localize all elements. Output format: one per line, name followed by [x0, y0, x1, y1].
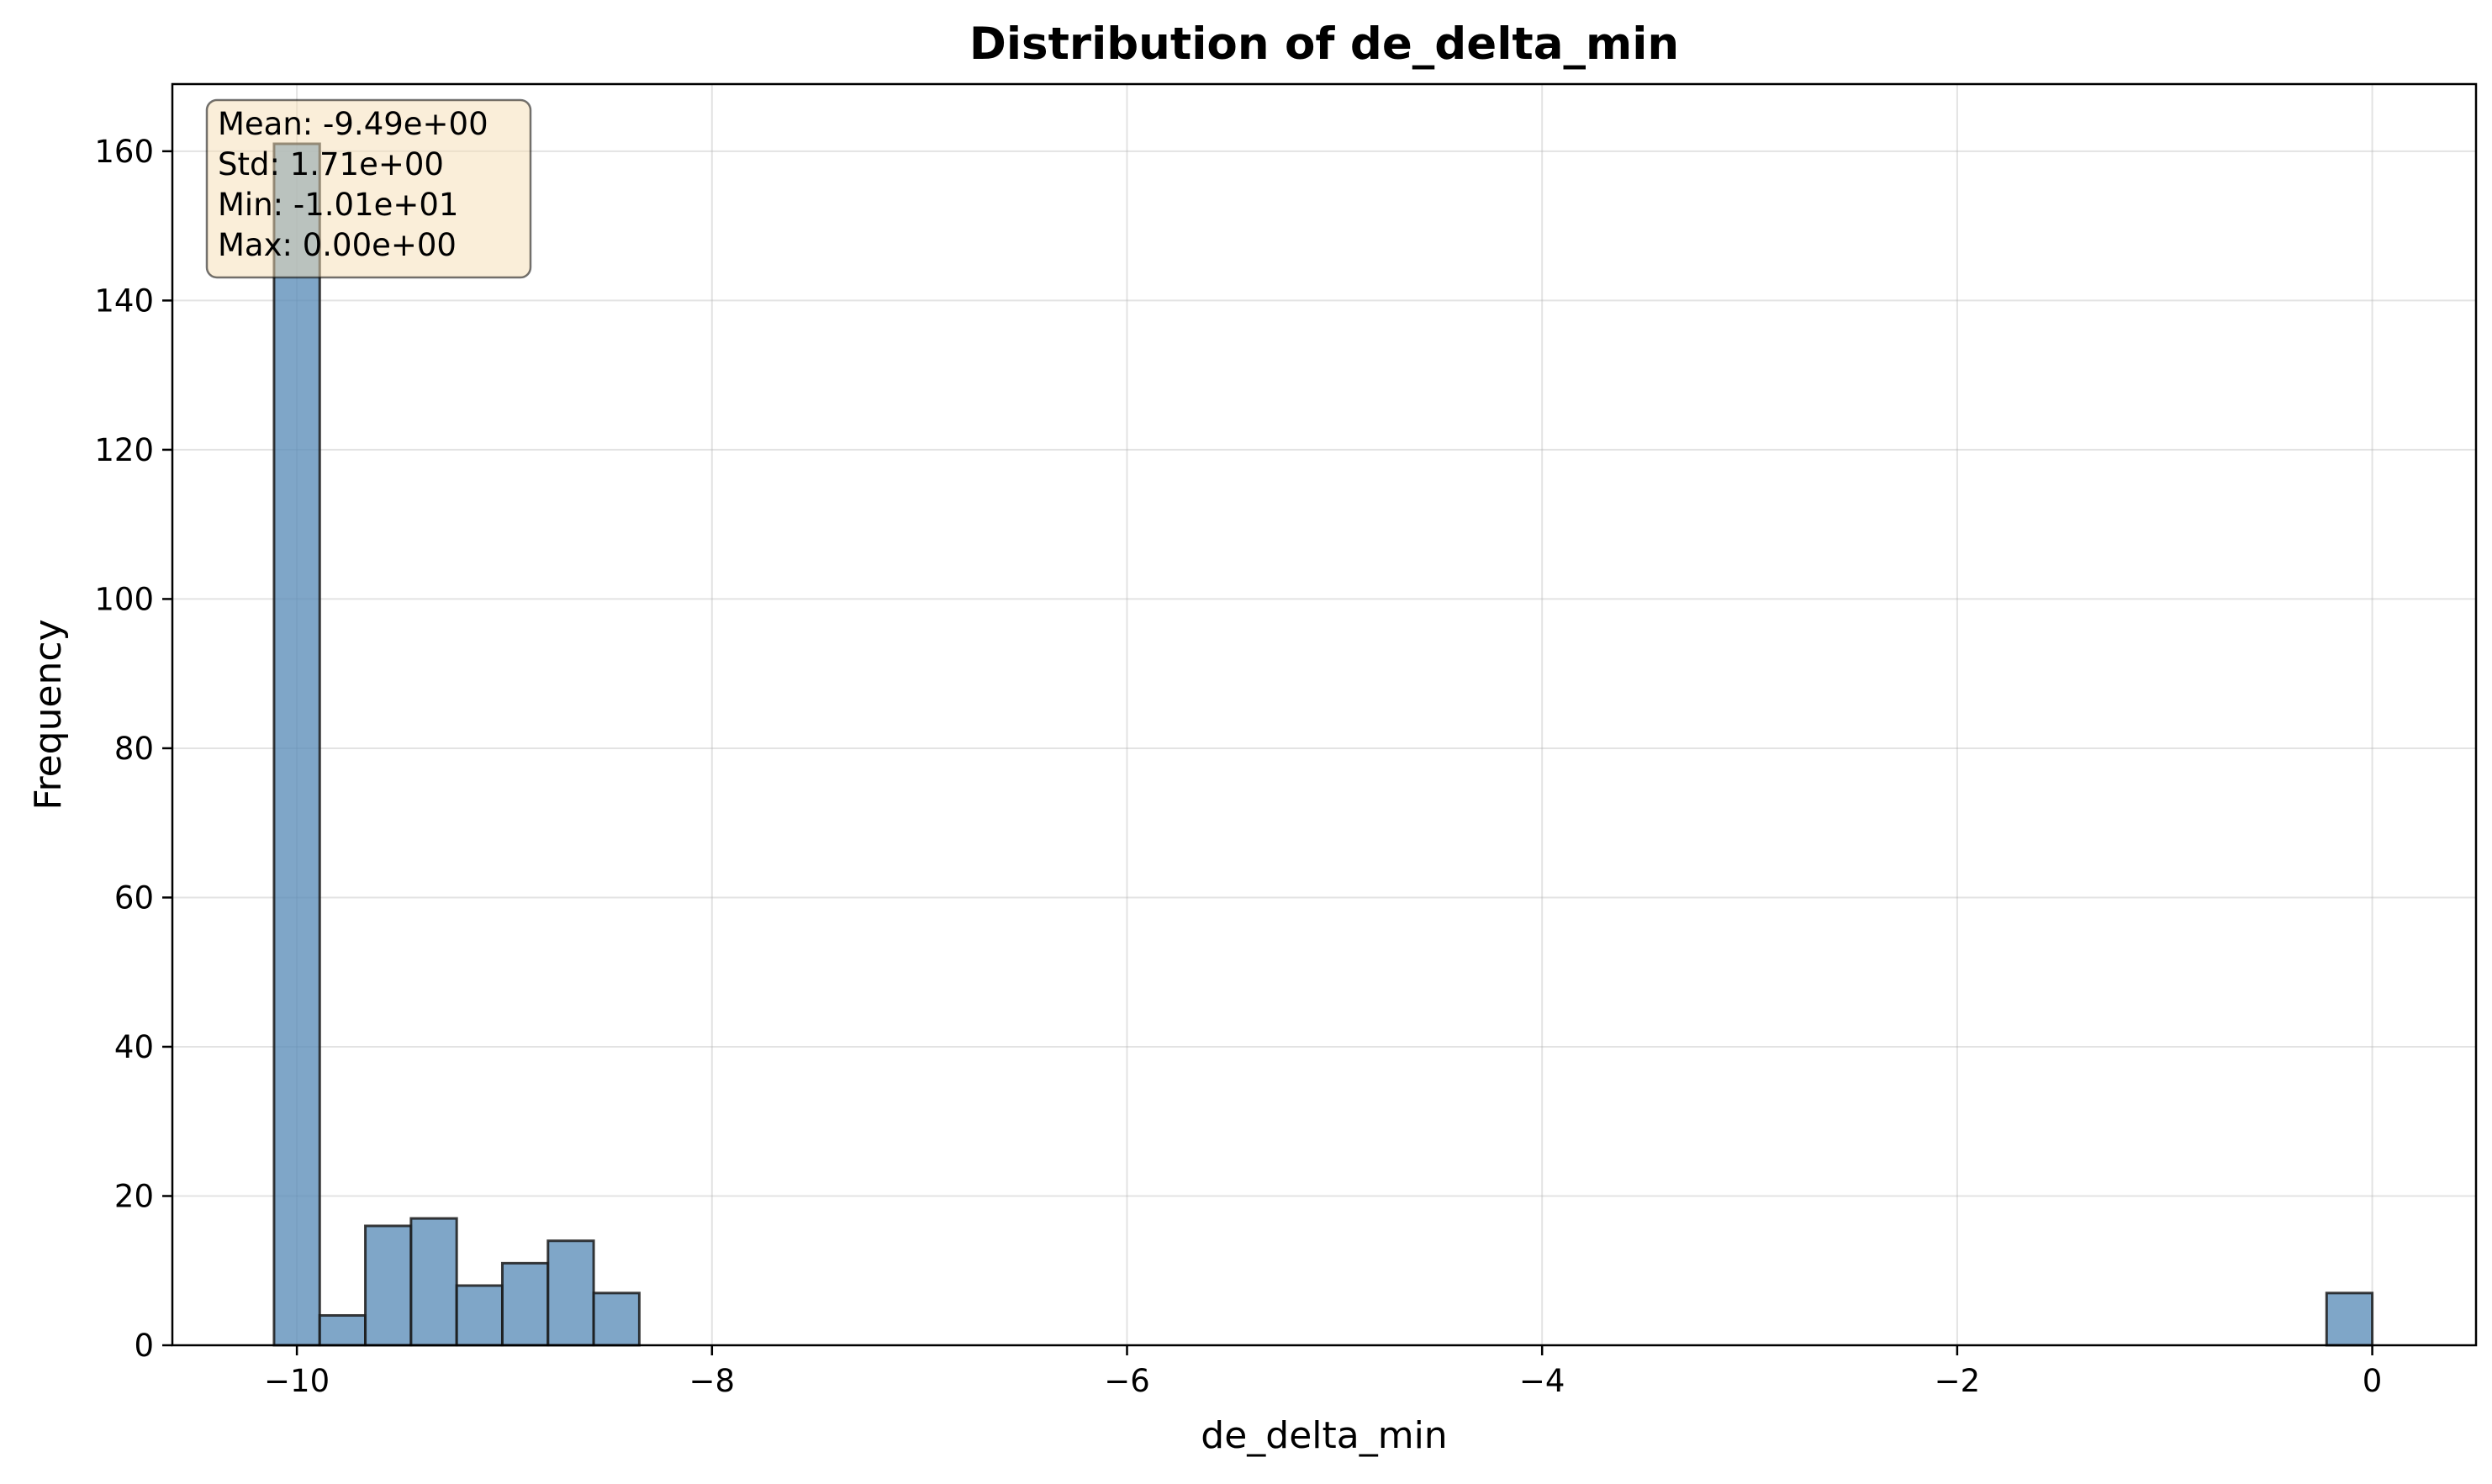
x-tick-label: −10 — [264, 1363, 330, 1399]
histogram-bar — [409, 1217, 458, 1347]
stats-mean: Mean: -9.49e+00 — [218, 106, 488, 142]
x-tick-label: −6 — [1104, 1363, 1150, 1399]
histogram-bar — [364, 1224, 413, 1347]
histogram-bar — [318, 1313, 367, 1347]
y-tick-label: 80 — [114, 731, 154, 767]
y-tick-label: 20 — [114, 1178, 154, 1214]
y-tick-label: 0 — [134, 1328, 154, 1364]
y-tick-label: 140 — [94, 283, 154, 319]
histogram-bar — [592, 1291, 641, 1347]
y-tick-label: 100 — [94, 581, 154, 617]
stats-box-background — [205, 98, 532, 279]
y-tick-label: 160 — [94, 134, 154, 170]
stats-max: Max: 0.00e+00 — [218, 227, 457, 263]
histogram-bar — [272, 142, 321, 1347]
y-tick-label: 40 — [114, 1029, 154, 1065]
histogram-bar — [2325, 1291, 2374, 1347]
grid-layer — [172, 84, 2476, 1346]
y-axis-label: Frequency — [27, 619, 70, 810]
ticks-layer: −10 −8 −6 −4 −2 0 0 20 40 60 80 100 120 140 160 — [94, 134, 2382, 1399]
bars-layer — [272, 142, 2374, 1347]
stats-box: Mean: -9.49e+00 Std: 1.71e+00 Min: -1.01… — [205, 98, 532, 279]
x-tick-label: 0 — [2363, 1363, 2383, 1399]
x-tick-label: −4 — [1519, 1363, 1565, 1399]
histogram-bar — [546, 1239, 595, 1347]
stats-std: Std: 1.71e+00 — [218, 146, 444, 182]
x-axis-label: de_delta_min — [1201, 1414, 1447, 1457]
chart-title: Distribution of de_delta_min — [969, 18, 1679, 70]
stats-min: Min: -1.01e+01 — [218, 187, 458, 223]
x-tick-label: −8 — [689, 1363, 736, 1399]
histogram-bar — [455, 1284, 504, 1347]
y-tick-label: 120 — [94, 432, 154, 468]
x-tick-label: −2 — [1935, 1363, 1981, 1399]
y-tick-label: 60 — [114, 879, 154, 916]
histogram-bar — [500, 1261, 550, 1347]
plot-frame — [171, 82, 2478, 1347]
